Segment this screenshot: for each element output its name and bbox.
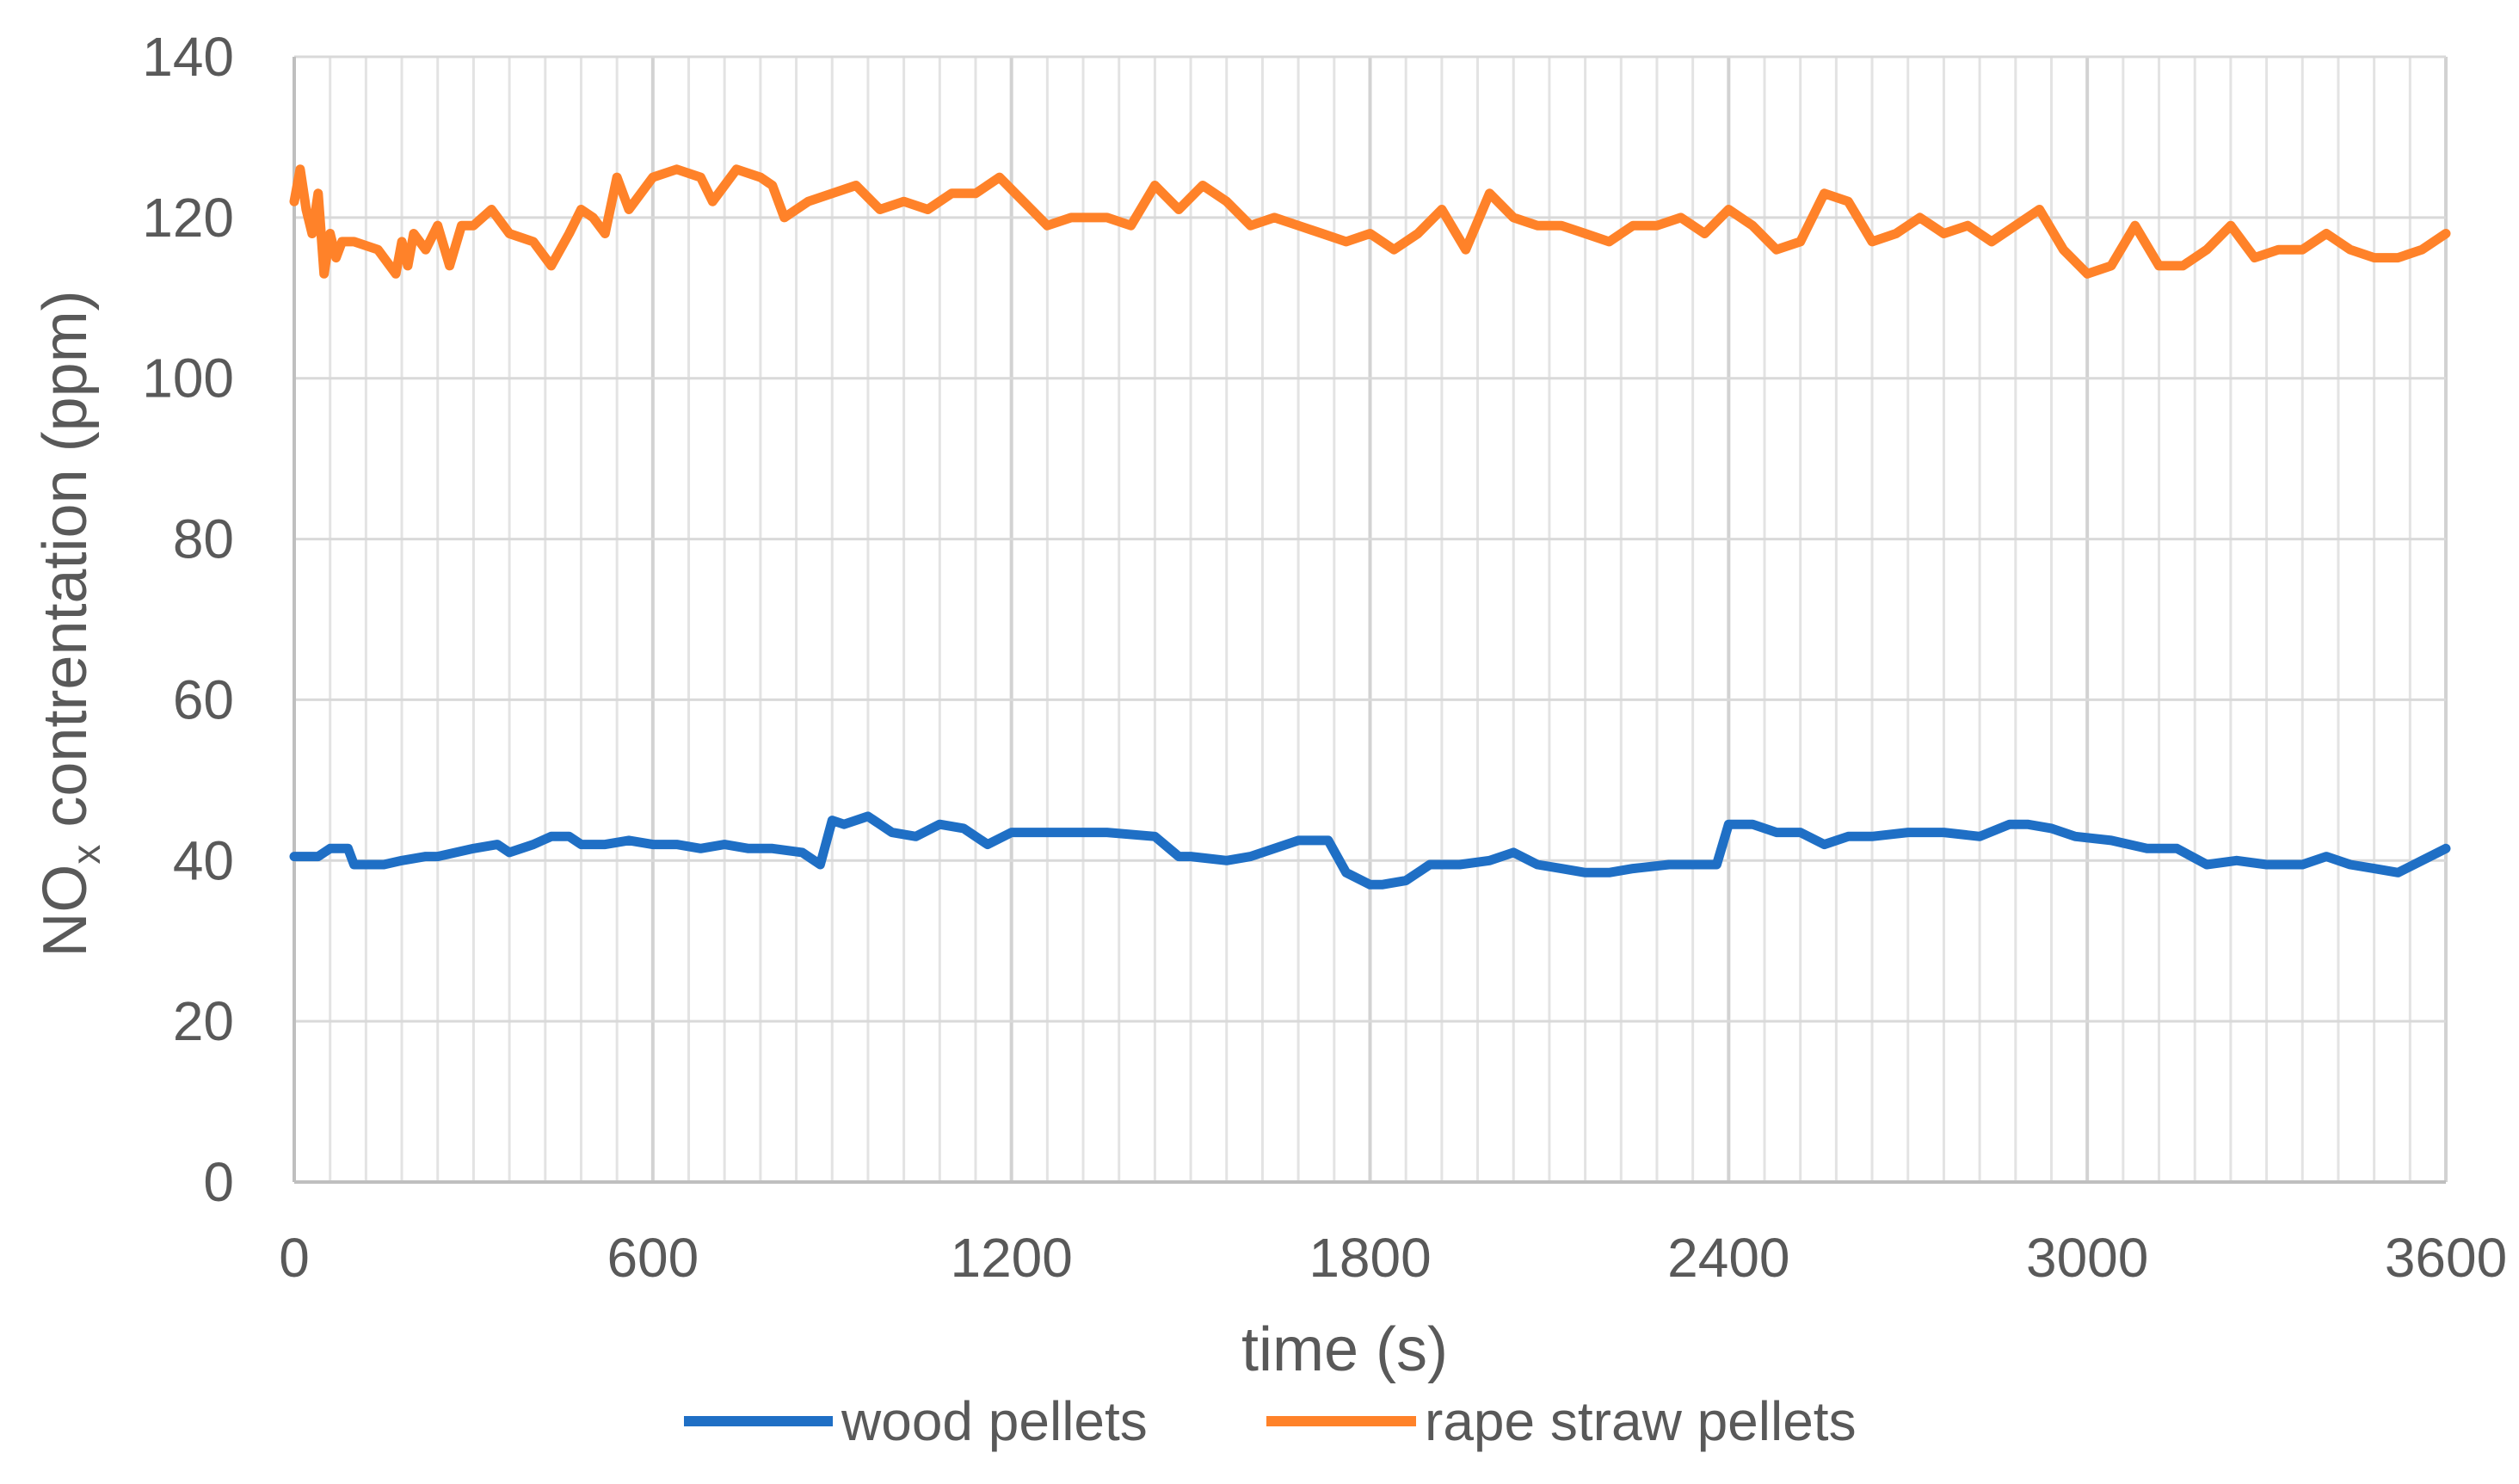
x-axis-title: time (s) xyxy=(1241,1315,1448,1384)
legend-label-rape-straw-pellets: rape straw pellets xyxy=(1425,1390,1857,1452)
y-tick-label: 120 xyxy=(142,187,234,249)
series-layer xyxy=(289,164,2451,890)
y-axis-title-rest: contrentation (ppm) xyxy=(31,290,100,844)
y-axis-title-subscript: x xyxy=(64,845,108,865)
x-tick-label: 3600 xyxy=(2385,1227,2507,1289)
y-tick-label: 40 xyxy=(173,829,234,891)
legend-label-wood-pellets: wood pellets xyxy=(841,1390,1148,1452)
series-line-rape-straw-pellets xyxy=(289,164,2451,279)
y-axis-title: NOx contrentation (ppm) xyxy=(31,290,108,957)
y-tick-label: 60 xyxy=(173,668,234,730)
y-tick-label: 100 xyxy=(142,348,234,409)
series-line-wood-pellets xyxy=(289,811,2451,890)
axes xyxy=(293,57,2446,1184)
tick-labels: 0 600 1200 1800 2400 3000 3600 0 20 40 60 80 100 120 1… xyxy=(142,26,2507,1289)
legend: wood pellets rape straw pellets xyxy=(684,1390,1857,1452)
x-tick-label: 3000 xyxy=(2026,1227,2148,1289)
x-tick-label: 2400 xyxy=(1667,1227,1789,1289)
x-tick-label: 600 xyxy=(607,1227,699,1289)
y-tick-label: 140 xyxy=(142,26,234,88)
y-tick-label: 80 xyxy=(173,508,234,570)
x-tick-label: 1200 xyxy=(950,1227,1072,1289)
x-tick-label: 0 xyxy=(279,1227,310,1289)
grid xyxy=(294,55,2448,1182)
y-tick-label: 20 xyxy=(173,990,234,1052)
y-tick-label: 0 xyxy=(203,1151,234,1213)
x-tick-label: 1800 xyxy=(1309,1227,1431,1289)
y-axis-title-main: NO xyxy=(31,865,100,958)
